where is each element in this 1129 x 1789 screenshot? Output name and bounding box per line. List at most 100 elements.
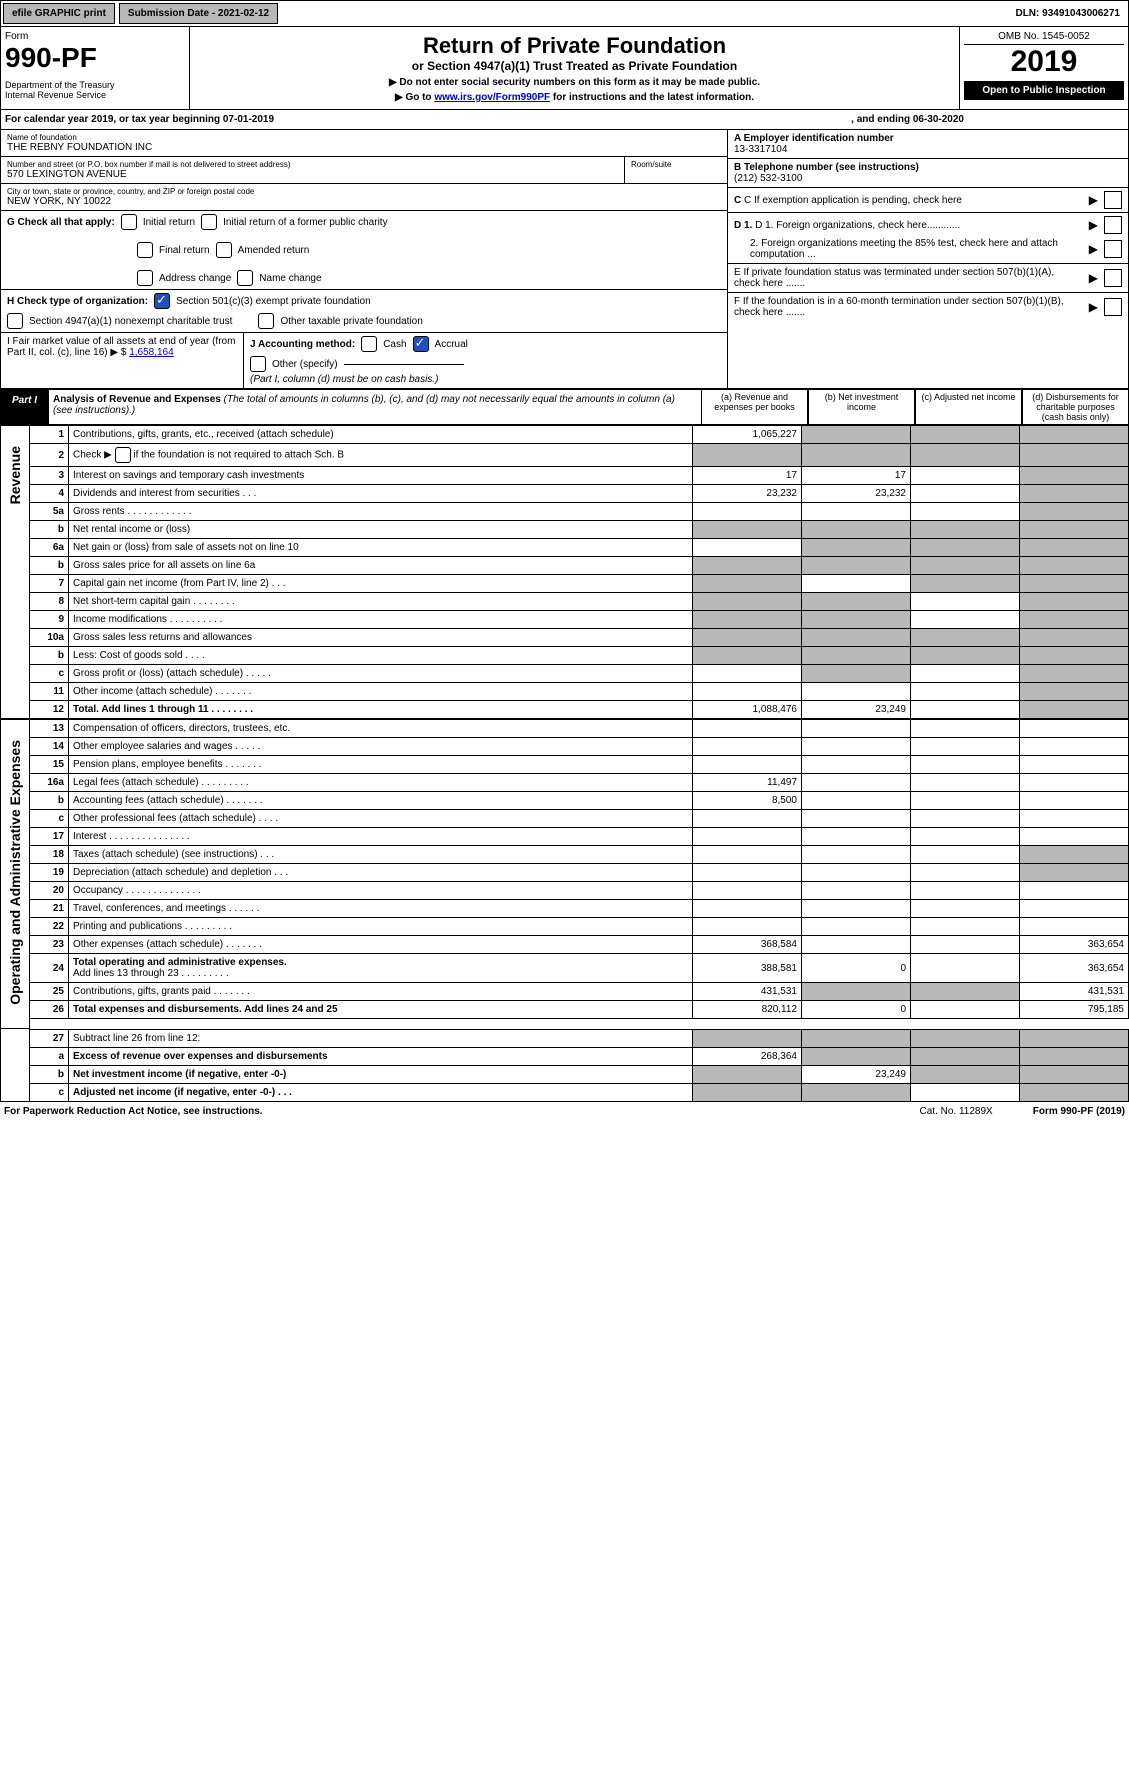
- table-row: 8Net short-term capital gain . . . . . .…: [30, 593, 1129, 611]
- checkbox-other-taxable[interactable]: [258, 313, 274, 329]
- checkbox-d2[interactable]: [1104, 240, 1122, 258]
- col-d-head: (d) Disbursements for charitable purpose…: [1022, 389, 1129, 425]
- form-word: Form: [5, 31, 185, 42]
- table-row: 5aGross rents . . . . . . . . . . . .: [30, 503, 1129, 521]
- section-g: G Check all that apply: Initial return I…: [1, 211, 727, 290]
- checkbox-c[interactable]: [1104, 191, 1122, 209]
- checkbox-accrual[interactable]: [413, 336, 429, 352]
- box-c: C C If exemption application is pending,…: [728, 188, 1128, 213]
- part1-tab: Part I: [0, 389, 49, 425]
- col-a-head: (a) Revenue and expenses per books: [701, 389, 808, 425]
- table-row: 15Pension plans, employee benefits . . .…: [30, 756, 1129, 774]
- part1-header: Part I Analysis of Revenue and Expenses …: [0, 389, 1129, 425]
- table-row: 16aLegal fees (attach schedule) . . . . …: [30, 774, 1129, 792]
- table-row: bNet investment income (if negative, ent…: [30, 1065, 1129, 1083]
- part1-desc: Analysis of Revenue and Expenses (The to…: [49, 389, 701, 425]
- calyear-begin: For calendar year 2019, or tax year begi…: [5, 114, 274, 125]
- info-right: A Employer identification number 13-3317…: [727, 130, 1128, 388]
- instr-1: ▶ Do not enter social security numbers o…: [196, 77, 953, 88]
- table-row: aExcess of revenue over expenses and dis…: [30, 1047, 1129, 1065]
- table-row: 7Capital gain net income (from Part IV, …: [30, 575, 1129, 593]
- table-row: bLess: Cost of goods sold . . . .: [30, 647, 1129, 665]
- table-row: 2Check ▶ if the foundation is not requir…: [30, 444, 1129, 467]
- foundation-name: Name of foundation THE REBNY FOUNDATION …: [1, 130, 727, 157]
- expenses-side-label: Operating and Administrative Expenses: [0, 719, 30, 1029]
- calyear-end: , and ending 06-30-2020: [851, 114, 964, 125]
- checkbox-4947[interactable]: [7, 313, 23, 329]
- table-row: 26Total expenses and disbursements. Add …: [30, 1001, 1129, 1019]
- table-row: 24Total operating and administrative exp…: [30, 954, 1129, 983]
- table-row: 21Travel, conferences, and meetings . . …: [30, 900, 1129, 918]
- revenue-side-label: Revenue: [0, 425, 30, 719]
- checkbox-e[interactable]: [1104, 269, 1122, 287]
- table-row: 3Interest on savings and temporary cash …: [30, 467, 1129, 485]
- checkbox-amended[interactable]: [216, 242, 232, 258]
- header-left: Form 990-PF Department of the Treasury I…: [1, 27, 190, 109]
- table-row: 25Contributions, gifts, grants paid . . …: [30, 983, 1129, 1001]
- revenue-section: Revenue 1Contributions, gifts, grants, e…: [0, 425, 1129, 719]
- fmv-link[interactable]: 1,658,164: [129, 347, 174, 358]
- table-row: bGross sales price for all assets on lin…: [30, 557, 1129, 575]
- table-row: 9Income modifications . . . . . . . . . …: [30, 611, 1129, 629]
- table-row: bAccounting fees (attach schedule) . . .…: [30, 792, 1129, 810]
- checkbox-initial-return[interactable]: [121, 214, 137, 230]
- table-row: 4Dividends and interest from securities …: [30, 485, 1129, 503]
- table-row: cOther professional fees (attach schedul…: [30, 810, 1129, 828]
- checkbox-name-change[interactable]: [237, 270, 253, 286]
- table-row: 27Subtract line 26 from line 12:: [30, 1029, 1129, 1047]
- checkbox-f[interactable]: [1104, 298, 1122, 316]
- page-footer: For Paperwork Reduction Act Notice, see …: [0, 1102, 1129, 1121]
- checkbox-501c3[interactable]: [154, 293, 170, 309]
- table-row: cGross profit or (loss) (attach schedule…: [30, 665, 1129, 683]
- header-right: OMB No. 1545-0052 2019 Open to Public In…: [959, 27, 1128, 109]
- checkbox-d1[interactable]: [1104, 216, 1122, 234]
- revenue-table: 1Contributions, gifts, grants, etc., rec…: [30, 425, 1129, 719]
- blank-side: [0, 1029, 30, 1102]
- checkbox-address-change[interactable]: [137, 270, 153, 286]
- calendar-year-row: For calendar year 2019, or tax year begi…: [0, 110, 1129, 130]
- tax-year: 2019: [964, 45, 1124, 79]
- box-b: B Telephone number (see instructions) (2…: [728, 159, 1128, 188]
- submission-date-button[interactable]: Submission Date - 2021-02-12: [119, 3, 278, 24]
- col-b-head: (b) Net investment income: [808, 389, 915, 425]
- table-row: 17Interest . . . . . . . . . . . . . . .: [30, 828, 1129, 846]
- info-block: Name of foundation THE REBNY FOUNDATION …: [0, 130, 1129, 389]
- footer-cat: Cat. No. 11289X: [920, 1106, 993, 1117]
- table-row: 23Other expenses (attach schedule) . . .…: [30, 936, 1129, 954]
- box-e: E If private foundation status was termi…: [728, 264, 1128, 293]
- efile-button[interactable]: efile GRAPHIC print: [3, 3, 115, 24]
- top-bar: efile GRAPHIC print Submission Date - 20…: [0, 0, 1129, 27]
- checkbox-other-method[interactable]: [250, 356, 266, 372]
- table-row: 6aNet gain or (loss) from sale of assets…: [30, 539, 1129, 557]
- table-row: 22Printing and publications . . . . . . …: [30, 918, 1129, 936]
- col-c-head: (c) Adjusted net income: [915, 389, 1022, 425]
- table-row: 20Occupancy . . . . . . . . . . . . . .: [30, 882, 1129, 900]
- table-row: 11Other income (attach schedule) . . . .…: [30, 683, 1129, 701]
- checkbox-initial-former[interactable]: [201, 214, 217, 230]
- table-row: 14Other employee salaries and wages . . …: [30, 738, 1129, 756]
- checkbox-sch-b[interactable]: [115, 447, 131, 463]
- open-to-public: Open to Public Inspection: [964, 81, 1124, 100]
- form-link[interactable]: www.irs.gov/Form990PF: [434, 92, 550, 103]
- section-ij: I Fair market value of all assets at end…: [1, 333, 727, 388]
- expenses-section: Operating and Administrative Expenses 13…: [0, 719, 1129, 1029]
- form-header: Form 990-PF Department of the Treasury I…: [0, 27, 1129, 110]
- box-d: D 1. D 1. Foreign organizations, check h…: [728, 213, 1128, 264]
- main-title: Return of Private Foundation: [196, 33, 953, 59]
- form-number: 990-PF: [5, 42, 185, 74]
- table-row: cAdjusted net income (if negative, enter…: [30, 1083, 1129, 1101]
- omb-label: OMB No. 1545-0052: [964, 31, 1124, 45]
- expenses-table: 13Compensation of officers, directors, t…: [30, 719, 1129, 1019]
- checkbox-final-return[interactable]: [137, 242, 153, 258]
- table-row: 12Total. Add lines 1 through 11 . . . . …: [30, 701, 1129, 719]
- table-row: 10aGross sales less returns and allowanc…: [30, 629, 1129, 647]
- part1-col-heads: (a) Revenue and expenses per books (b) N…: [701, 389, 1129, 425]
- dln-label: DLN: 93491043006271: [1007, 4, 1128, 23]
- dept-label: Department of the Treasury Internal Reve…: [5, 80, 185, 100]
- line27-table: 27Subtract line 26 from line 12: aExcess…: [30, 1029, 1129, 1102]
- header-center: Return of Private Foundation or Section …: [190, 27, 959, 109]
- section-h: H Check type of organization: Section 50…: [1, 290, 727, 333]
- checkbox-cash[interactable]: [361, 336, 377, 352]
- table-row: 1Contributions, gifts, grants, etc., rec…: [30, 426, 1129, 444]
- footer-left: For Paperwork Reduction Act Notice, see …: [4, 1106, 263, 1117]
